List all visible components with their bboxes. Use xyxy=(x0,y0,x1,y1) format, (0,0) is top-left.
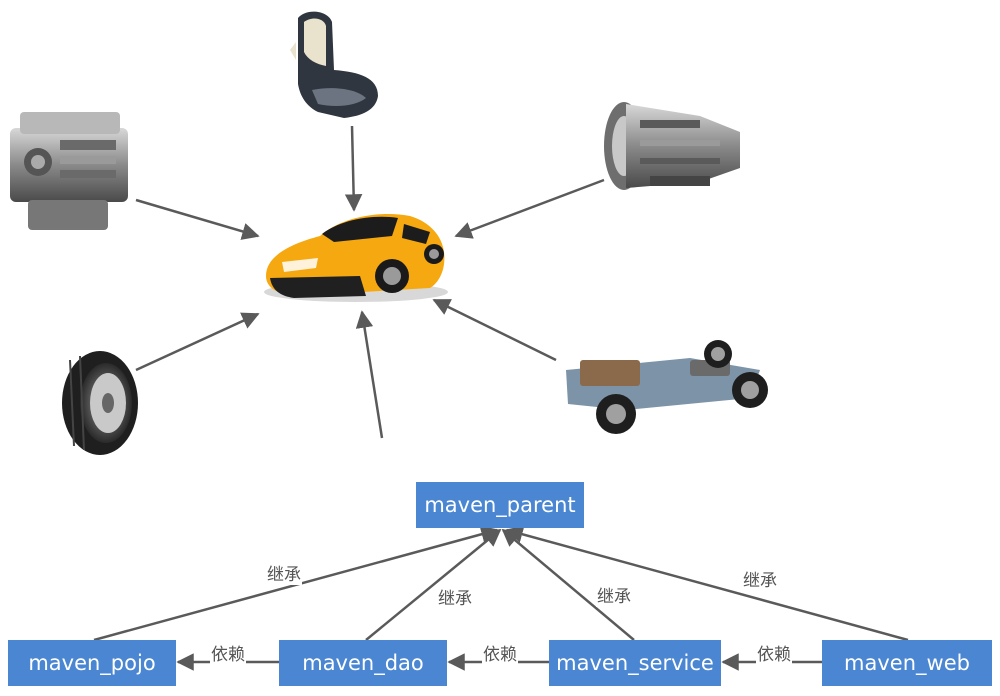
engine-icon xyxy=(10,112,128,230)
inherit-label: 继承 xyxy=(437,584,473,609)
inherit-label: 继承 xyxy=(596,582,632,607)
maven-pojo-box: maven_pojo xyxy=(8,640,176,686)
arrow-seat-to-car xyxy=(344,125,363,212)
maven-service-box: maven_service xyxy=(549,640,721,686)
chassis-icon xyxy=(566,340,768,434)
arrow-chassis-to-car xyxy=(432,298,557,362)
arrow-module-to-car xyxy=(355,310,384,439)
maven-parent-box: maven_parent xyxy=(416,482,584,528)
arrow-dao-inherit xyxy=(365,528,502,641)
depend-label: 依赖 xyxy=(756,640,792,665)
inherit-label: 继承 xyxy=(266,560,302,585)
seat-icon xyxy=(290,11,378,118)
depend-label: 依赖 xyxy=(210,640,246,665)
maven-dao-box: maven_dao xyxy=(279,640,447,686)
arrow-web-inherit xyxy=(505,525,909,642)
tire-icon xyxy=(62,351,138,455)
car-icon xyxy=(264,214,448,302)
arrow-service-inherit xyxy=(501,528,635,641)
arrow-pojo-inherit xyxy=(93,525,499,642)
arrow-tire-to-car xyxy=(135,312,260,372)
arrow-transmission-to-car xyxy=(454,178,605,239)
maven-web-box: maven_web xyxy=(822,640,992,686)
arrow-engine-to-car xyxy=(135,198,260,240)
inherit-label: 继承 xyxy=(742,566,778,591)
transmission-icon xyxy=(604,102,740,190)
depend-label: 依赖 xyxy=(482,640,518,665)
